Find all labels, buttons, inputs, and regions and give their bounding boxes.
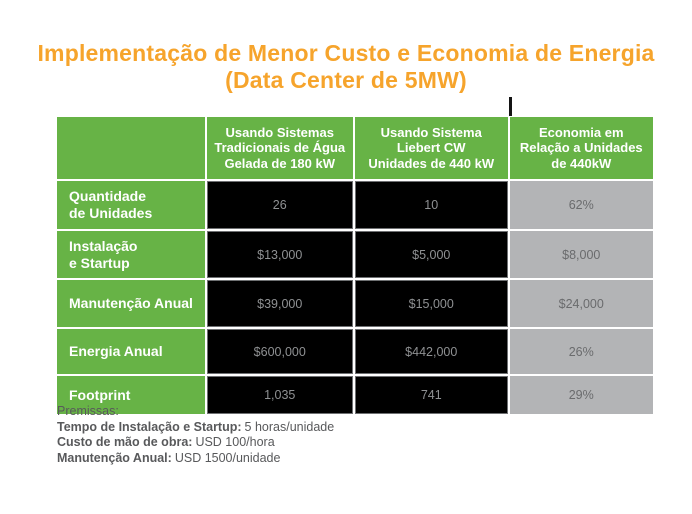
header-cell-savings: Economia em Relação a Unidades de 440kW [509, 117, 653, 179]
footnote-value: USD 100/hora [195, 435, 275, 449]
cell-traditional: $600,000 [206, 329, 353, 374]
footnote-value: USD 1500/unidade [174, 450, 281, 465]
header-corner-cell [57, 117, 205, 179]
footnote-item: Custo de mão de obra: USD 100/hora [57, 435, 334, 451]
comparison-table: Usando Sistemas Tradicionais de Água Gel… [55, 115, 655, 416]
table-row: Footprint 1,035 741 29% [57, 376, 653, 414]
title-line-1: Implementação de Menor Custo e Economia … [37, 40, 655, 66]
row-label: Manutenção Anual [57, 280, 205, 327]
cell-savings: 29% [509, 376, 653, 414]
table-row: Energia Anual $600,000 $442,000 26% [57, 329, 653, 374]
cell-traditional: 1,035 [206, 376, 353, 414]
footnote-item: Tempo de Instalação e Startup: 5 horas/un… [57, 420, 334, 436]
title-line-2: (Data Center de 5MW) [225, 67, 467, 93]
cell-traditional: $39,000 [206, 280, 353, 327]
page-title: Implementação de Menor Custo e Economia … [0, 40, 692, 94]
row-label: Footprint [57, 376, 205, 414]
cell-liebert: $5,000 [354, 231, 508, 278]
footnotes-heading: Premissas: [57, 404, 119, 418]
cell-traditional: $13,000 [206, 231, 353, 278]
cell-liebert: $442,000 [354, 329, 508, 374]
column-divider-tick [509, 97, 512, 116]
footnote-label: Manutenção Anual: [57, 450, 172, 465]
header-cell-traditional: Usando Sistemas Tradicionais de Água Gel… [206, 117, 353, 179]
footnote-item: Manutenção Anual: USD 1500/unidade [57, 451, 334, 467]
footnote-label: Tempo de Instalação e Startup: [57, 419, 242, 434]
table-row: Quantidade de Unidades 26 10 62% [57, 181, 653, 229]
footnotes: Premissas: Tempo de Instalação e Startup… [57, 404, 334, 466]
cell-savings: 26% [509, 329, 653, 374]
cell-savings: 62% [509, 181, 653, 229]
table-header-row: Usando Sistemas Tradicionais de Água Gel… [57, 117, 653, 179]
row-label: Energia Anual [57, 329, 205, 374]
cell-liebert: $15,000 [354, 280, 508, 327]
header-cell-liebert: Usando Sistema Liebert CW Unidades de 44… [354, 117, 508, 179]
row-label: Instalação e Startup [57, 231, 205, 278]
cell-traditional: 26 [206, 181, 353, 229]
cell-liebert: 741 [354, 376, 508, 414]
table-row: Instalação e Startup $13,000 $5,000 $8,0… [57, 231, 653, 278]
cell-savings: $8,000 [509, 231, 653, 278]
table-row: Manutenção Anual $39,000 $15,000 $24,000 [57, 280, 653, 327]
footnote-label: Custo de mão de obra: [57, 435, 193, 449]
footnote-value: 5 horas/unidade [244, 419, 335, 434]
cell-savings: $24,000 [509, 280, 653, 327]
cell-liebert: 10 [354, 181, 508, 229]
row-label: Quantidade de Unidades [57, 181, 205, 229]
